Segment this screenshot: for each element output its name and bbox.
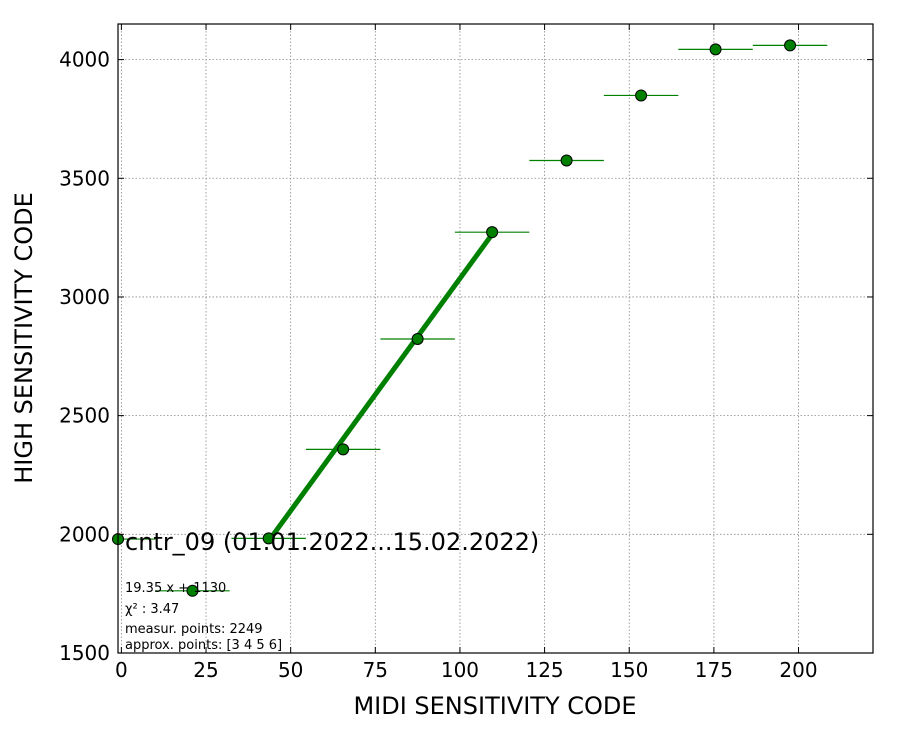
data-point-8 (709, 43, 722, 56)
data-point-1 (186, 584, 199, 597)
y-tick-label-1: 2000 (59, 522, 110, 546)
plot-background (118, 24, 873, 653)
x-tick-label-7: 175 (695, 658, 733, 682)
data-point-7 (635, 89, 648, 102)
data-points (112, 39, 828, 597)
chart-title: cntr_09 (01.01.2022...15.02.2022) (125, 528, 539, 556)
x-axis-label: MIDI SENSITIVITY CODE (353, 692, 636, 720)
measurement-points-label: measur. points: 2249 (125, 622, 263, 637)
x-tick-label-8: 200 (779, 658, 817, 682)
fit-line (266, 232, 495, 543)
fit-equation: 19.35 x + 1130 (125, 581, 226, 596)
plot-frame (117, 23, 874, 654)
data-point-4 (411, 332, 424, 345)
y-tick-label-3: 3000 (59, 285, 110, 309)
y-axis-label: HIGH SENSITIVITY CODE (10, 192, 38, 484)
data-point-9 (784, 39, 797, 52)
axis-ticks: 0 25 50 75 100 125 150 175 200 1500 2000 2500 3000 35… (59, 24, 873, 682)
chi-square-label: χ² : 3.47 (125, 602, 179, 617)
data-point-6 (560, 154, 573, 167)
y-tick-label-5: 4000 (59, 48, 110, 72)
data-point-5 (486, 226, 499, 239)
x-tick-label-1: 25 (193, 658, 218, 682)
data-point-2 (262, 532, 275, 545)
y-tick-label-2: 2500 (59, 404, 110, 428)
x-tick-label-5: 125 (525, 658, 563, 682)
x-tick-label-6: 150 (610, 658, 648, 682)
x-tick-label-3: 75 (363, 658, 388, 682)
fit-line-layer (266, 232, 495, 543)
approximation-points-label: approx. points: [3 4 5 6] (125, 638, 282, 653)
y-tick-label-0: 1500 (59, 641, 110, 665)
x-tick-label-4: 100 (441, 658, 479, 682)
x-tick-label-0: 0 (115, 658, 128, 682)
x-tick-label-2: 50 (278, 658, 303, 682)
y-tick-label-4: 3500 (59, 166, 110, 190)
data-point-3 (337, 443, 350, 456)
